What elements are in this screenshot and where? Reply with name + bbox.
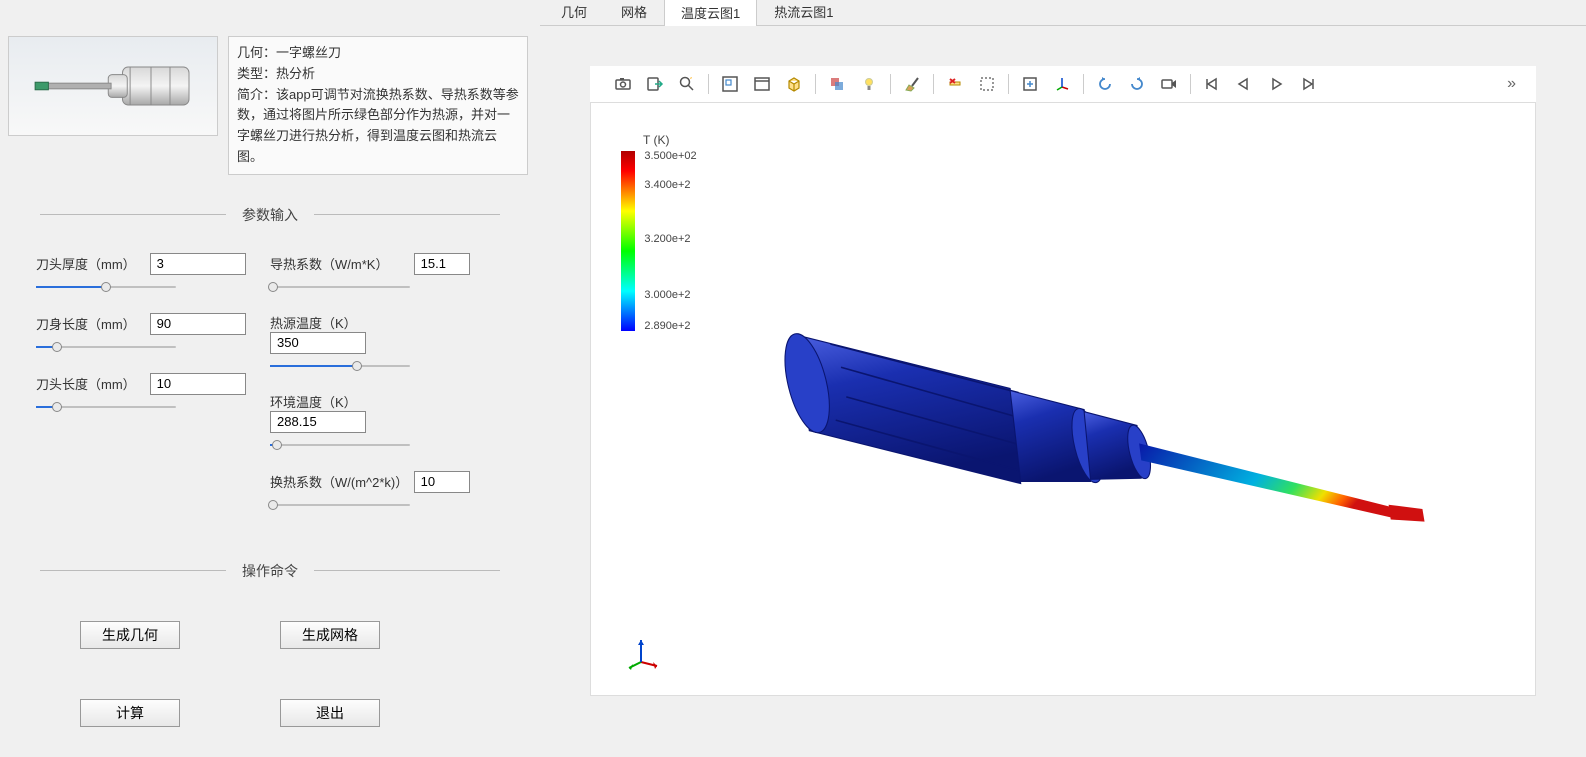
viewport-toolbar: » bbox=[590, 66, 1536, 102]
geometry-thumbnail bbox=[8, 36, 218, 136]
conv-coef-slider[interactable] bbox=[270, 497, 410, 513]
toolbar-overflow-icon[interactable]: » bbox=[1507, 75, 1516, 93]
legend-bar bbox=[621, 151, 635, 331]
action-buttons: 生成几何 生成网格 计算 退出 bbox=[0, 591, 540, 757]
color-legend: T (K) 3.500e+023.400e+23.200e+23.000e+22… bbox=[621, 133, 669, 331]
conv-coef-label: 换热系数（W/(m^2*k)） bbox=[270, 472, 410, 491]
toolbar-separator bbox=[815, 74, 816, 94]
type-label: 类型： bbox=[237, 66, 276, 81]
legend-tick: 3.400e+2 bbox=[644, 179, 690, 191]
toolbar-separator bbox=[933, 74, 934, 94]
rotate-ccw-icon[interactable] bbox=[1092, 71, 1118, 97]
thickness-slider[interactable] bbox=[36, 279, 176, 295]
right-panel: 几何 网格 温度云图1 热流云图1 » T (K) 3.500e+02 3.400… bbox=[540, 0, 1586, 746]
desc-value: 该app可调节对流换热系数、导热系数等参数，通过将图片所示绿色部分作为热源，并对… bbox=[237, 87, 519, 164]
delete-x-icon[interactable] bbox=[942, 71, 968, 97]
legend-title: T (K) bbox=[643, 133, 669, 147]
window-icon[interactable] bbox=[749, 71, 775, 97]
params-section-title: 参数输入 bbox=[40, 205, 500, 225]
heat-temp-label: 热源温度（K） bbox=[270, 313, 410, 332]
box3d-icon[interactable] bbox=[781, 71, 807, 97]
conductivity-input[interactable] bbox=[414, 253, 470, 275]
param-conv-coef: 换热系数（W/(m^2*k)） bbox=[270, 471, 504, 513]
env-temp-slider[interactable] bbox=[270, 437, 410, 453]
axis-triad bbox=[621, 632, 661, 675]
rotate-cw-icon[interactable] bbox=[1124, 71, 1150, 97]
toolbar-separator bbox=[890, 74, 891, 94]
type-value: 热分析 bbox=[276, 66, 315, 81]
body-len-slider[interactable] bbox=[36, 339, 176, 355]
param-heat-temp: 热源温度（K） bbox=[270, 313, 504, 374]
conv-coef-input[interactable] bbox=[414, 471, 470, 493]
info-box: 几何：一字螺丝刀 类型：热分析 简介：该app可调节对流换热系数、导热系数等参数… bbox=[228, 36, 528, 175]
param-head-len: 刀头长度（mm） bbox=[36, 373, 270, 415]
heat-temp-slider[interactable] bbox=[270, 358, 410, 374]
step-fwd-icon[interactable] bbox=[1295, 71, 1321, 97]
legend-tick: 3.200e+2 bbox=[644, 233, 690, 245]
play-icon[interactable] bbox=[1263, 71, 1289, 97]
exit-button[interactable]: 退出 bbox=[280, 699, 380, 727]
param-thickness: 刀头厚度（mm） bbox=[36, 253, 270, 295]
export-icon[interactable] bbox=[642, 71, 668, 97]
select-dashed-icon[interactable] bbox=[974, 71, 1000, 97]
camera-icon[interactable] bbox=[610, 71, 636, 97]
transparency-icon[interactable] bbox=[824, 71, 850, 97]
toolbar-separator bbox=[1190, 74, 1191, 94]
zoom-box-icon[interactable] bbox=[717, 71, 743, 97]
conductivity-label: 导热系数（W/m*K） bbox=[270, 254, 410, 273]
body-len-input[interactable] bbox=[150, 313, 246, 335]
geometry-label: 几何： bbox=[237, 45, 276, 60]
toolbar-separator bbox=[1008, 74, 1009, 94]
viewport-3d[interactable]: T (K) 3.500e+02 3.400e+2 3.200e+2 3.000e+2 2… bbox=[590, 102, 1536, 696]
toolbar-separator bbox=[708, 74, 709, 94]
env-temp-input[interactable] bbox=[270, 411, 366, 433]
legend-tick: 3.500e+02 bbox=[644, 150, 696, 162]
heat-temp-input[interactable] bbox=[270, 332, 366, 354]
body-len-label: 刀身长度（mm） bbox=[36, 314, 146, 333]
tab-temperature[interactable]: 温度云图1 bbox=[664, 0, 757, 26]
view-all-icon[interactable] bbox=[1017, 71, 1043, 97]
tab-mesh[interactable]: 网格 bbox=[604, 0, 664, 25]
head-len-input[interactable] bbox=[150, 373, 246, 395]
gen-geom-button[interactable]: 生成几何 bbox=[80, 621, 180, 649]
axes-xyz-icon[interactable] bbox=[1049, 71, 1075, 97]
step-back-icon[interactable] bbox=[1231, 71, 1257, 97]
head-len-label: 刀头长度（mm） bbox=[36, 374, 146, 393]
tab-geometry[interactable]: 几何 bbox=[544, 0, 604, 25]
thickness-input[interactable] bbox=[150, 253, 246, 275]
brush-icon[interactable] bbox=[899, 71, 925, 97]
param-conductivity: 导热系数（W/m*K） bbox=[270, 253, 504, 295]
desc-label: 简介： bbox=[237, 87, 276, 102]
gen-mesh-button[interactable]: 生成网格 bbox=[280, 621, 380, 649]
tab-heatflux[interactable]: 热流云图1 bbox=[757, 0, 850, 25]
left-panel: 几何：一字螺丝刀 类型：热分析 简介：该app可调节对流换热系数、导热系数等参数… bbox=[0, 0, 540, 746]
geometry-value: 一字螺丝刀 bbox=[276, 45, 341, 60]
head-len-slider[interactable] bbox=[36, 399, 176, 415]
actions-section-title: 操作命令 bbox=[40, 561, 500, 581]
light-icon[interactable] bbox=[856, 71, 882, 97]
env-temp-label: 环境温度（K） bbox=[270, 392, 410, 411]
legend-tick: 2.890e+2 bbox=[644, 320, 690, 332]
calc-button[interactable]: 计算 bbox=[80, 699, 180, 727]
params-grid: 刀头厚度（mm） 刀身长度（mm） 刀头长度（mm） 导热系数（W/m*K） bbox=[0, 235, 540, 531]
param-env-temp: 环境温度（K） bbox=[270, 392, 504, 453]
skip-back-icon[interactable] bbox=[1199, 71, 1225, 97]
tab-bar: 几何 网格 温度云图1 热流云图1 bbox=[540, 0, 1586, 26]
zoom-search-icon[interactable] bbox=[674, 71, 700, 97]
conductivity-slider[interactable] bbox=[270, 279, 410, 295]
legend-tick: 3.000e+2 bbox=[644, 289, 690, 301]
thickness-label: 刀头厚度（mm） bbox=[36, 254, 146, 273]
video-icon[interactable] bbox=[1156, 71, 1182, 97]
header-box: 几何：一字螺丝刀 类型：热分析 简介：该app可调节对流换热系数、导热系数等参数… bbox=[8, 36, 532, 175]
toolbar-separator bbox=[1083, 74, 1084, 94]
param-body-len: 刀身长度（mm） bbox=[36, 313, 270, 355]
